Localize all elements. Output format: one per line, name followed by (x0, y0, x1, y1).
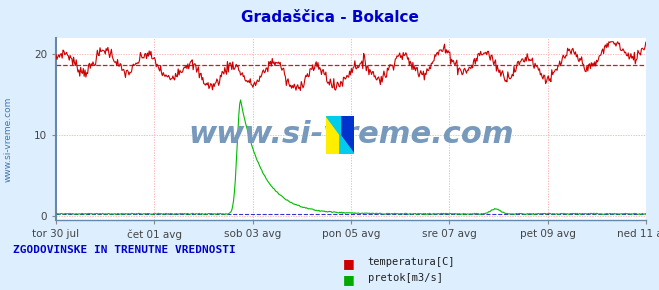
Polygon shape (326, 116, 340, 135)
Text: Gradaščica - Bokalce: Gradaščica - Bokalce (241, 10, 418, 25)
Text: www.si-vreme.com: www.si-vreme.com (3, 97, 13, 182)
Bar (340, 116, 354, 154)
Text: ■: ■ (343, 257, 355, 270)
Bar (326, 116, 340, 154)
Text: temperatura[C]: temperatura[C] (368, 257, 455, 267)
Polygon shape (340, 135, 354, 154)
Text: www.si-vreme.com: www.si-vreme.com (188, 120, 514, 149)
Text: ■: ■ (343, 273, 355, 286)
Text: pretok[m3/s]: pretok[m3/s] (368, 273, 443, 282)
Text: ZGODOVINSKE IN TRENUTNE VREDNOSTI: ZGODOVINSKE IN TRENUTNE VREDNOSTI (13, 245, 236, 255)
